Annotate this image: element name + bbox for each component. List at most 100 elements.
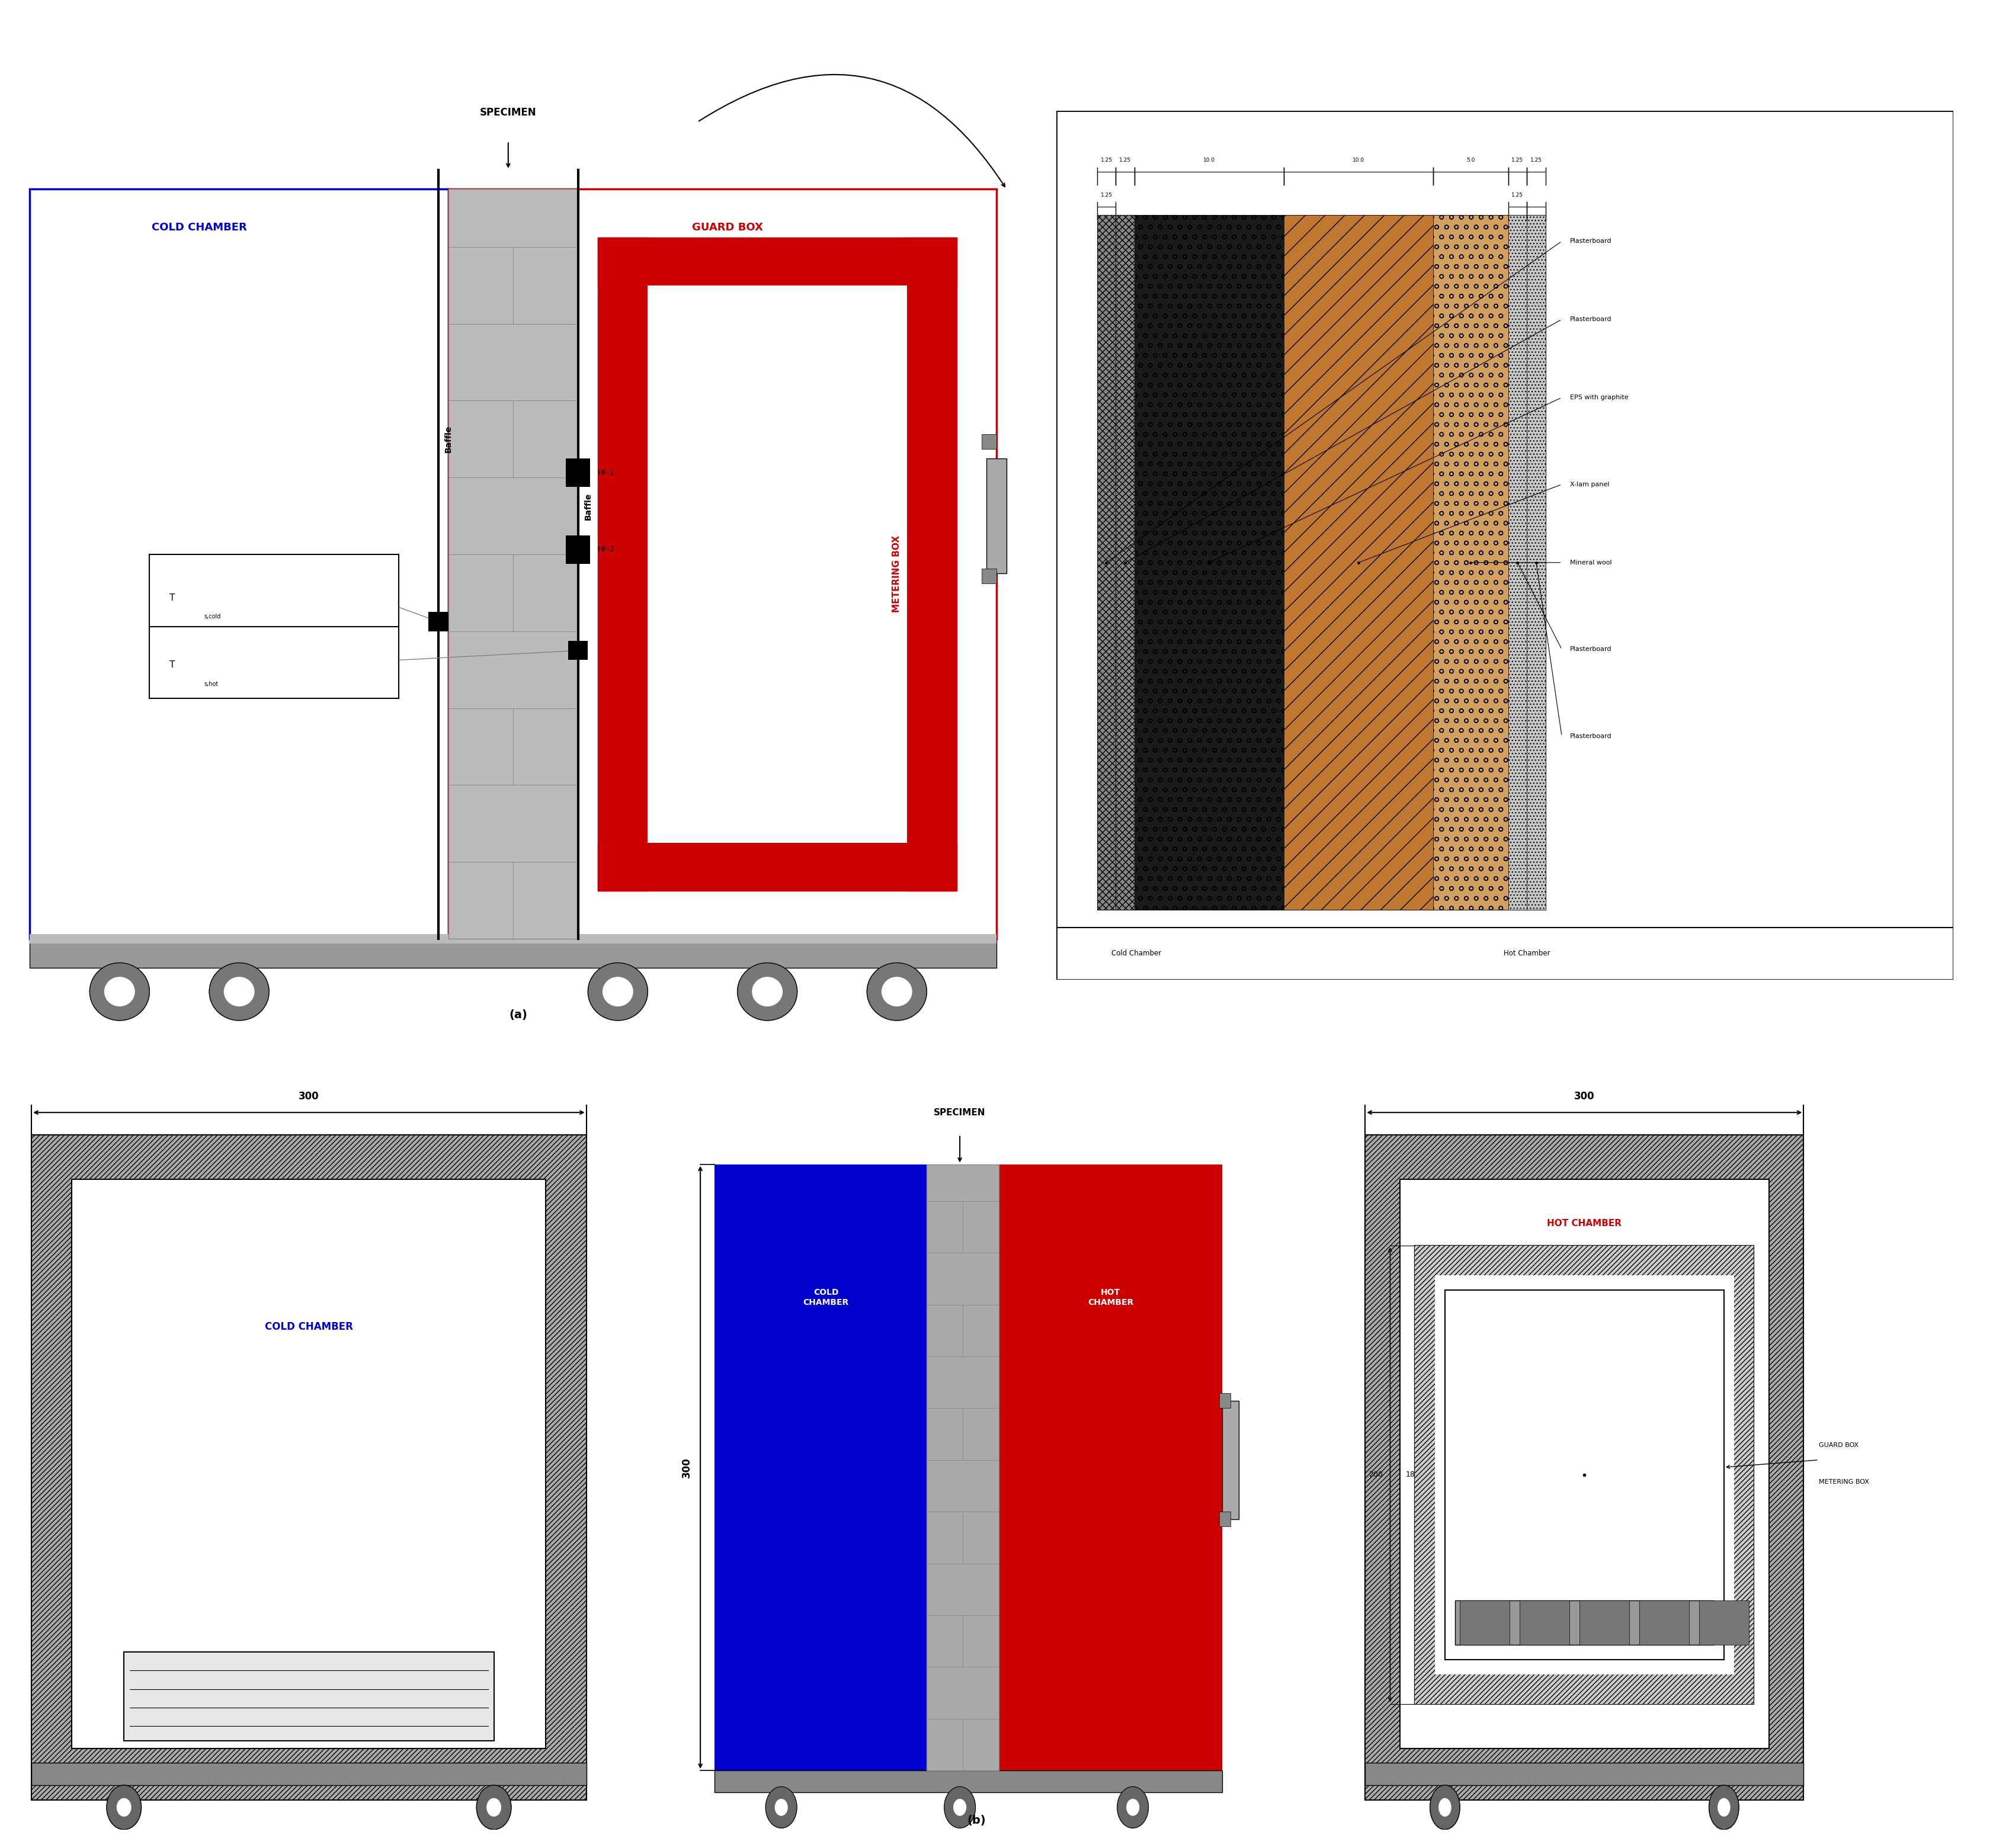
- Bar: [1734, 1246, 1754, 1704]
- Bar: [1116, 214, 1134, 909]
- Text: EPS with graphite: EPS with graphite: [1570, 394, 1628, 401]
- Bar: [1578, 1600, 1628, 1645]
- Text: 10.0: 10.0: [1353, 157, 1365, 163]
- Bar: [1455, 1600, 1714, 1645]
- Circle shape: [1118, 1787, 1148, 1828]
- Text: 300: 300: [1574, 1090, 1594, 1101]
- Bar: [648, 285, 907, 843]
- Text: Mineral wool: Mineral wool: [1570, 560, 1612, 565]
- Bar: [1415, 1246, 1435, 1704]
- Bar: [1365, 1135, 1804, 1800]
- Bar: [1445, 1290, 1724, 1660]
- Circle shape: [1708, 1785, 1738, 1830]
- Text: METERING BOX: METERING BOX: [893, 536, 901, 612]
- Bar: [30, 188, 448, 939]
- Text: 200: 200: [1576, 1693, 1592, 1700]
- Bar: [993, 1164, 1222, 1770]
- Text: Plasterboard: Plasterboard: [1570, 316, 1612, 322]
- Circle shape: [765, 1787, 797, 1828]
- Circle shape: [881, 978, 913, 1005]
- Text: Plasterboard: Plasterboard: [1570, 647, 1612, 652]
- Bar: [713, 1770, 1222, 1793]
- Bar: [1220, 1393, 1230, 1408]
- Text: COLD CHAMBER: COLD CHAMBER: [265, 1321, 353, 1332]
- Text: X-lam panel: X-lam panel: [1570, 480, 1608, 488]
- Bar: [1096, 214, 1116, 909]
- Bar: [428, 612, 448, 632]
- Bar: [566, 536, 590, 564]
- Bar: [598, 843, 957, 891]
- Bar: [1433, 214, 1509, 909]
- Circle shape: [106, 1785, 142, 1830]
- Circle shape: [775, 1800, 787, 1815]
- Circle shape: [867, 963, 927, 1020]
- Text: Baffle: Baffle: [444, 425, 452, 453]
- Bar: [1415, 1246, 1754, 1275]
- Text: COLD CHAMBER: COLD CHAMBER: [151, 222, 247, 233]
- Circle shape: [1126, 1800, 1138, 1815]
- Bar: [1399, 1179, 1770, 1748]
- Bar: [1509, 214, 1527, 909]
- Text: Plasterboard: Plasterboard: [1570, 734, 1612, 739]
- Circle shape: [737, 963, 797, 1020]
- Text: COLD
CHAMBER: COLD CHAMBER: [803, 1288, 849, 1307]
- Bar: [1527, 214, 1545, 909]
- Text: 1.25: 1.25: [1100, 157, 1112, 163]
- Bar: [981, 434, 997, 449]
- Circle shape: [945, 1787, 975, 1828]
- Bar: [1527, 214, 1545, 909]
- Bar: [1283, 214, 1433, 909]
- Bar: [566, 458, 590, 488]
- Bar: [448, 188, 578, 939]
- Text: 5.0: 5.0: [1467, 157, 1475, 163]
- Bar: [713, 1164, 943, 1770]
- Bar: [927, 1164, 998, 1770]
- Bar: [1527, 214, 1545, 909]
- Text: 1.25: 1.25: [1511, 157, 1523, 163]
- Bar: [1365, 1763, 1804, 1785]
- Text: 10.0: 10.0: [1204, 157, 1216, 163]
- Circle shape: [602, 978, 634, 1005]
- Circle shape: [104, 978, 134, 1005]
- Text: 180: 180: [1405, 1471, 1419, 1478]
- Bar: [72, 1179, 546, 1748]
- Circle shape: [588, 963, 648, 1020]
- Bar: [1509, 214, 1527, 909]
- Bar: [1096, 214, 1116, 909]
- Circle shape: [753, 978, 781, 1005]
- Bar: [1283, 214, 1433, 909]
- Circle shape: [476, 1785, 510, 1830]
- Circle shape: [209, 963, 269, 1020]
- Bar: [1116, 214, 1134, 909]
- Bar: [30, 933, 997, 944]
- Bar: [1433, 214, 1509, 909]
- Bar: [1222, 1401, 1240, 1519]
- Text: HOT
CHAMBER: HOT CHAMBER: [1088, 1288, 1134, 1307]
- Text: 300: 300: [682, 1456, 692, 1478]
- Text: Cold Chamber: Cold Chamber: [1112, 950, 1162, 957]
- Bar: [1116, 214, 1134, 909]
- Bar: [1134, 214, 1283, 909]
- Bar: [1509, 214, 1527, 909]
- Text: Hot Chamber: Hot Chamber: [1503, 950, 1551, 957]
- Text: GUARD BOX: GUARD BOX: [1818, 1441, 1857, 1449]
- Bar: [598, 237, 957, 891]
- Text: 1.25: 1.25: [1120, 157, 1130, 163]
- Text: T: T: [169, 593, 175, 602]
- Circle shape: [90, 963, 149, 1020]
- Text: HOT CHAMBER: HOT CHAMBER: [1547, 1220, 1622, 1227]
- Text: GUARD BOX: GUARD BOX: [692, 222, 763, 233]
- Bar: [1698, 1600, 1748, 1645]
- Bar: [1134, 214, 1283, 909]
- Bar: [1220, 1512, 1230, 1526]
- Text: HF-1: HF-1: [598, 469, 616, 477]
- Circle shape: [118, 1798, 132, 1817]
- Bar: [907, 237, 957, 891]
- Text: (b): (b): [967, 1815, 987, 1826]
- Text: Plasterboard: Plasterboard: [1570, 238, 1612, 244]
- Bar: [149, 554, 399, 699]
- Text: 1.25: 1.25: [1100, 192, 1112, 198]
- Bar: [1459, 1600, 1511, 1645]
- Bar: [1283, 214, 1433, 909]
- Bar: [1415, 1674, 1754, 1704]
